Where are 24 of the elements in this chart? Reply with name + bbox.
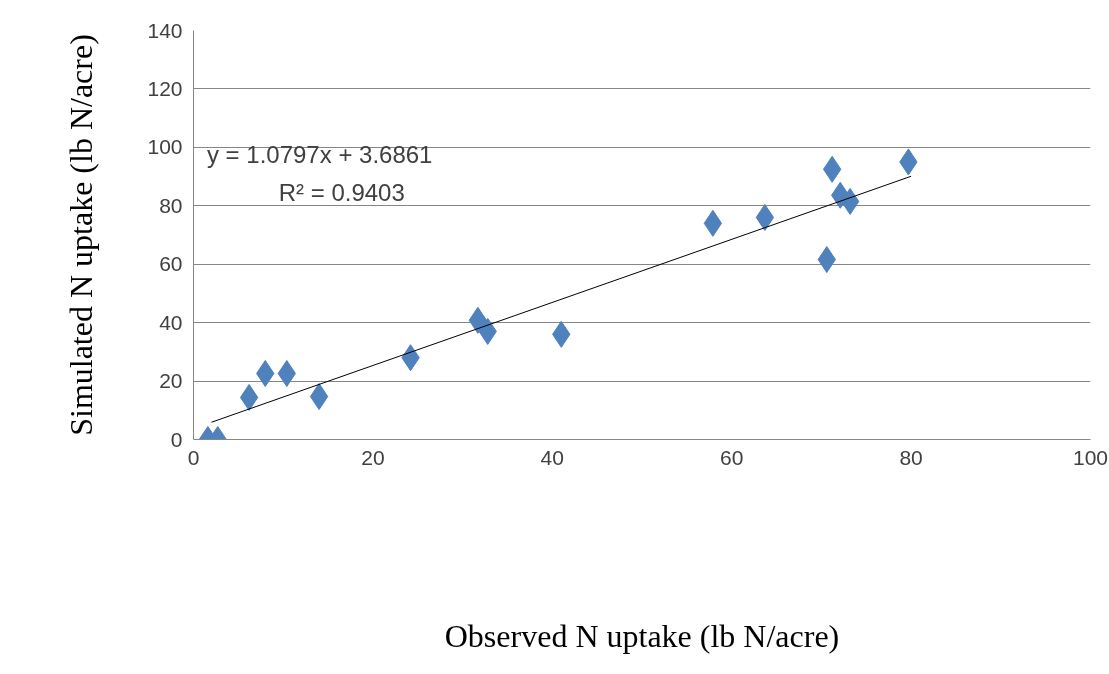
point: [703, 209, 723, 237]
x-tick-label: 80: [899, 445, 923, 469]
point: [755, 203, 775, 231]
y-tick-label: 140: [147, 18, 183, 42]
y-tick-label: 60: [159, 252, 183, 276]
x-tick-label: 100: [1072, 445, 1109, 469]
point: [840, 187, 860, 215]
y-tick-label: 80: [159, 193, 183, 217]
x-tick-label: 0: [187, 445, 200, 469]
x-tick-label: 60: [720, 445, 744, 469]
point: [239, 383, 259, 411]
y-tick-label: 120: [147, 76, 183, 100]
y-tick-label: 100: [147, 135, 183, 159]
x-tick-label: 40: [540, 445, 564, 469]
annotation: y = 1.0797x + 3.6861: [206, 140, 433, 168]
y-axis-title: Simulated N uptake (lb N/acre): [63, 34, 100, 436]
annotation: R² = 0.9403: [278, 178, 405, 206]
y-tick-label: 0: [170, 427, 183, 451]
y-tick-label: 20: [159, 369, 183, 393]
y-tick-label: 40: [159, 310, 183, 334]
point: [468, 306, 488, 334]
point: [309, 383, 329, 411]
x-tick-label: 20: [361, 445, 385, 469]
x-axis-title: Observed N uptake (lb N/acre): [444, 617, 840, 654]
